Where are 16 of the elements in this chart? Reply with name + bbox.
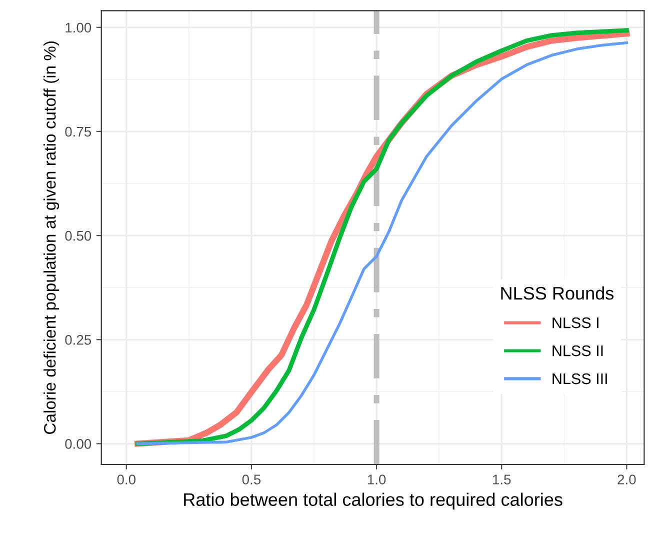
y-tick-label: 0.75 (65, 126, 92, 137)
x-tick-label: 0.0 (117, 474, 136, 484)
y-tick-label: 0.50 (65, 230, 92, 241)
legend-title: NLSS Rounds (501, 286, 614, 300)
x-axis-title: Ratio between total calories to required calories (184, 492, 562, 510)
legend-label: NLSS I (552, 317, 598, 328)
y-tick-label: 1.00 (66, 22, 92, 33)
x-tick-label: 0.5 (242, 474, 261, 484)
legend-label: NLSS III (552, 373, 607, 384)
y-tick-label: 0.25 (65, 334, 92, 345)
y-tick-label: 0.00 (65, 439, 92, 449)
x-tick-label: 1.5 (493, 474, 511, 484)
x-tick-label: 1.0 (368, 474, 386, 484)
y-axis-title: Calorie deficient population at given ratio cutoff (in %) (44, 41, 60, 434)
x-tick-label: 2.0 (618, 474, 636, 484)
legend-label: NLSS II (552, 345, 603, 356)
